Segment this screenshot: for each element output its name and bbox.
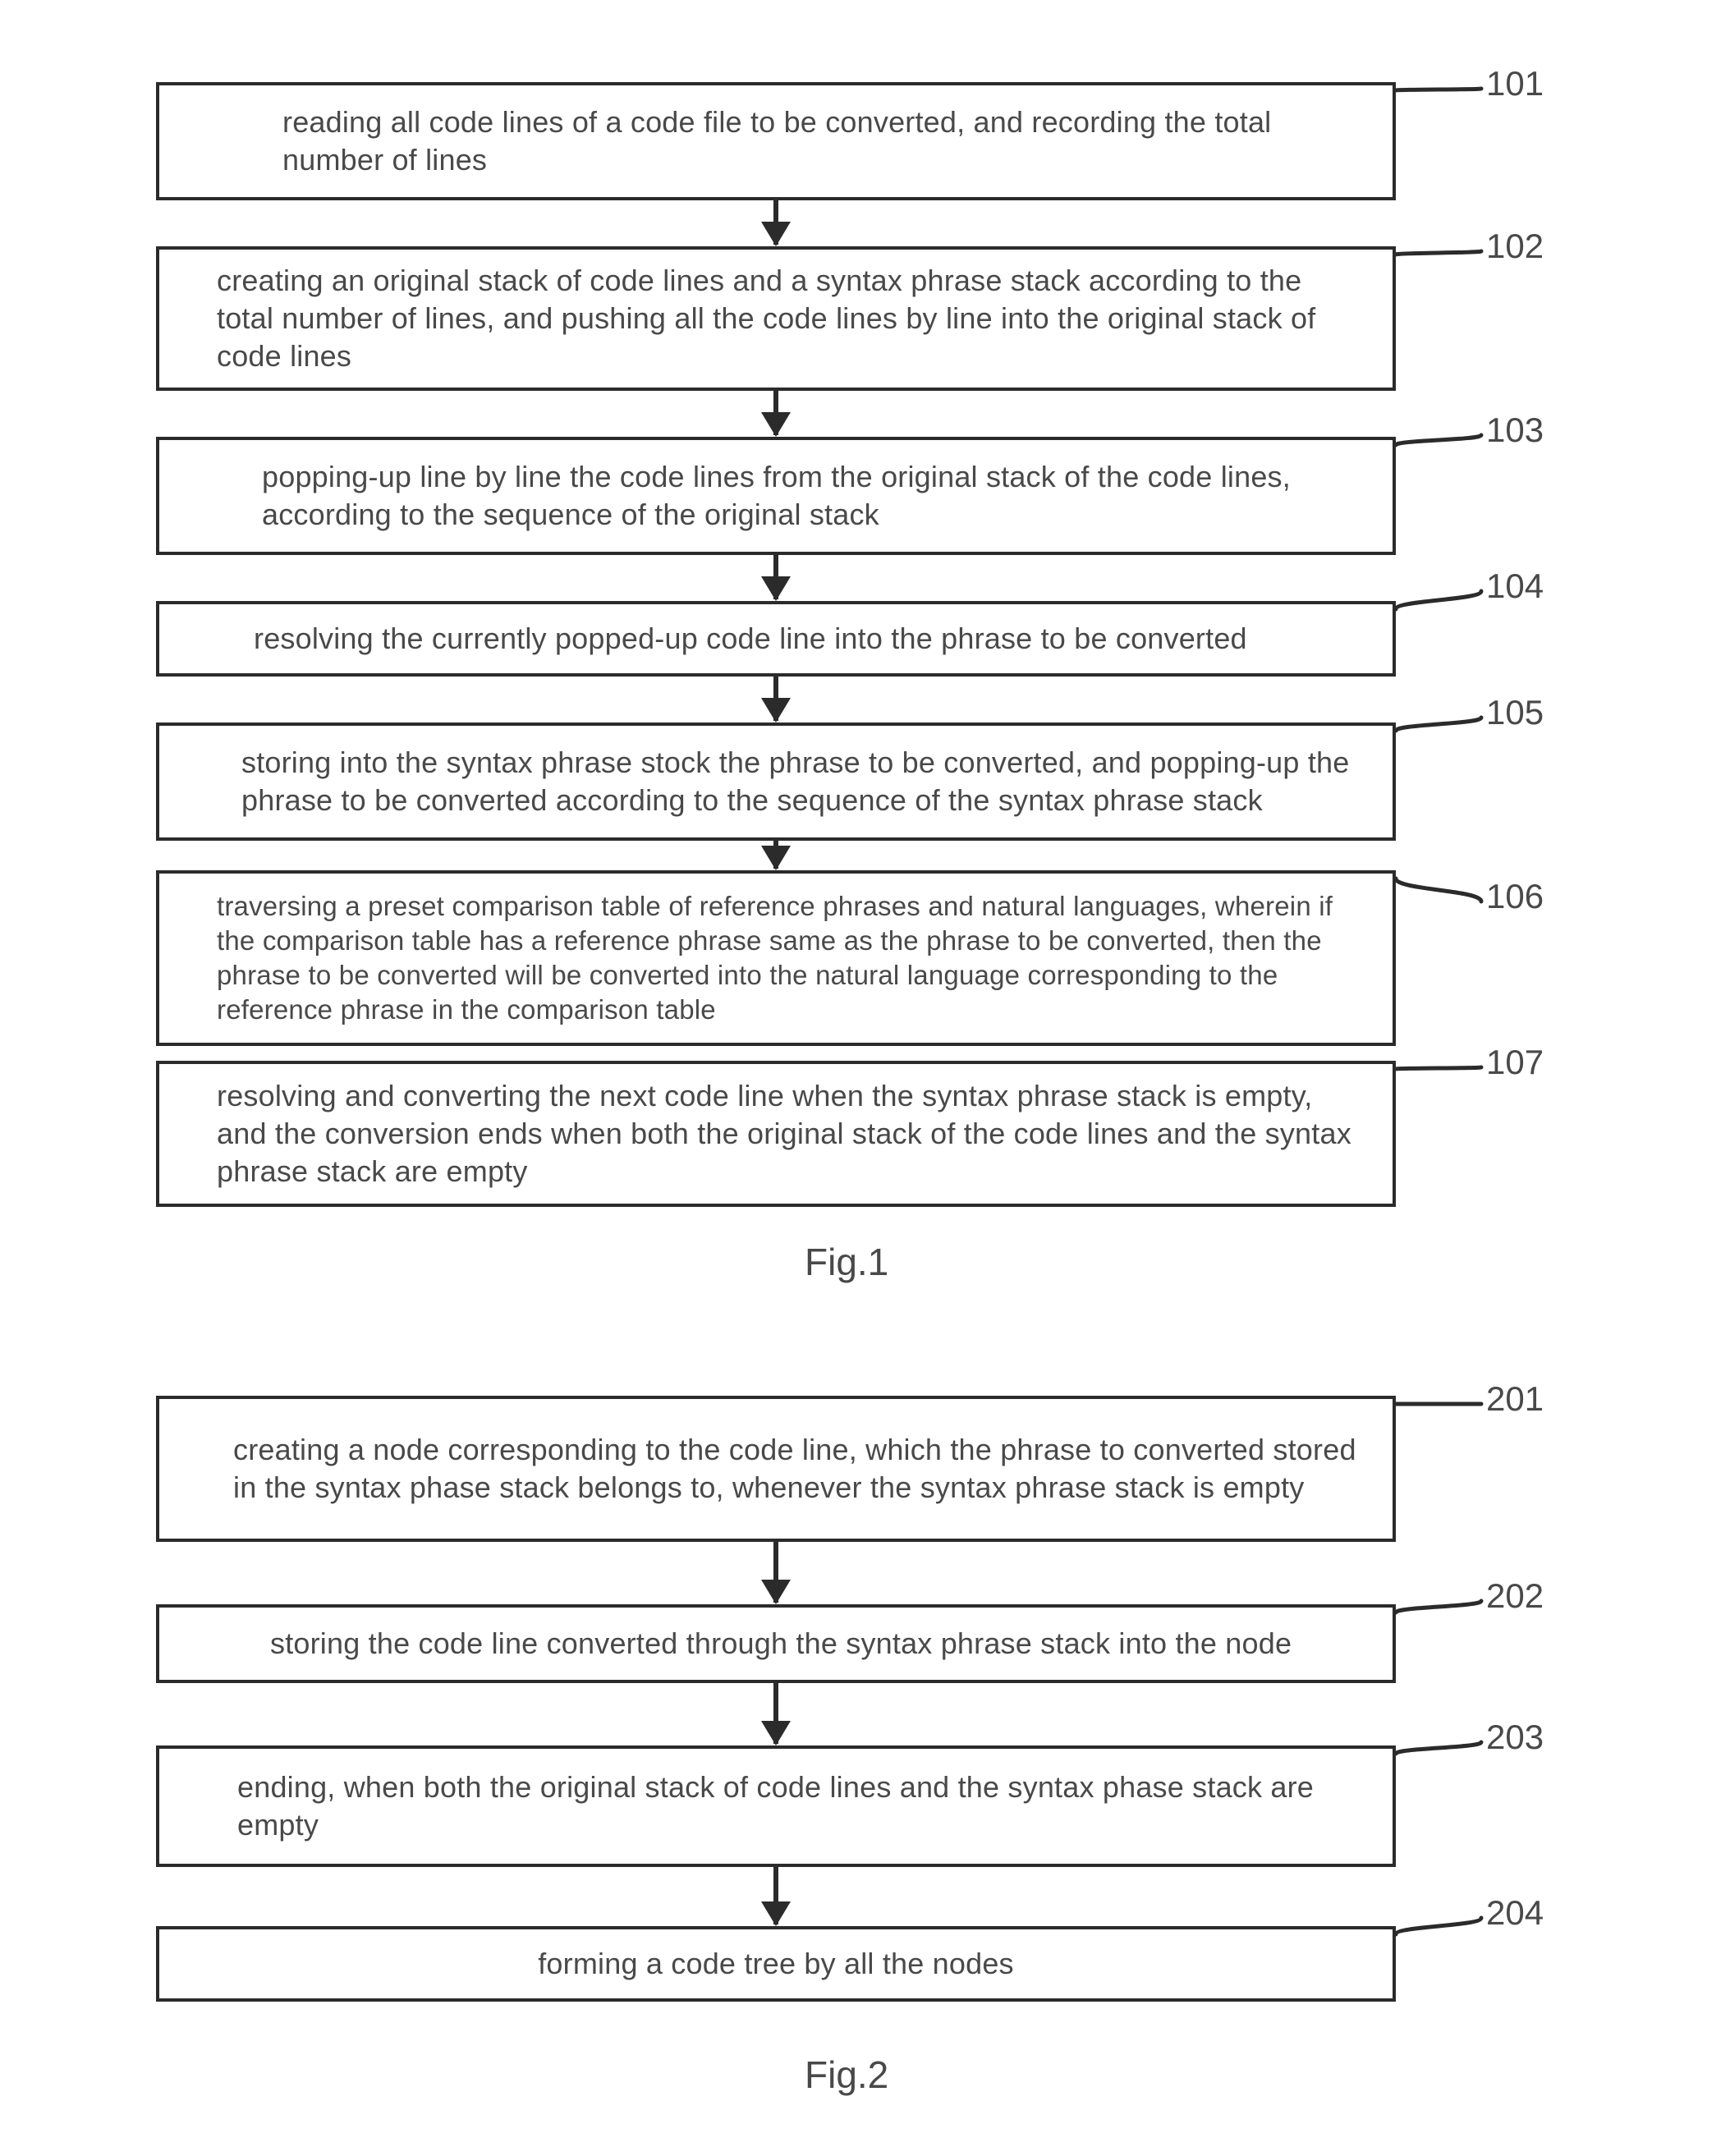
arrow-down [773, 200, 778, 245]
arrow-down [773, 677, 778, 721]
flow-step-102: creating an original stack of code lines… [156, 246, 1396, 391]
ref-label-101: 101 [1486, 64, 1544, 103]
flow-step-202: storing the code line converted through … [156, 1604, 1396, 1683]
flow-step-106: traversing a preset comparison table of … [156, 870, 1396, 1046]
flow-step-text: creating a node corresponding to the cod… [233, 1431, 1360, 1507]
figure-caption: Fig.1 [805, 1240, 888, 1284]
page: reading all code lines of a code file to… [0, 0, 1730, 2156]
ref-label-105: 105 [1486, 693, 1544, 732]
arrow-down [773, 391, 778, 435]
flow-step-204: forming a code tree by all the nodes [156, 1926, 1396, 2002]
arrow-down [773, 1542, 778, 1603]
flow-step-103: popping-up line by line the code lines f… [156, 437, 1396, 555]
ref-label-104: 104 [1486, 567, 1544, 606]
arrow-down [773, 555, 778, 599]
flow-step-text: forming a code tree by all the nodes [192, 1945, 1360, 1983]
flow-step-107: resolving and converting the next code l… [156, 1061, 1396, 1207]
ref-label-202: 202 [1486, 1576, 1544, 1616]
flow-step-text: resolving and converting the next code l… [217, 1077, 1360, 1190]
flow-step-text: storing into the syntax phrase stock the… [241, 744, 1360, 819]
ref-label-203: 203 [1486, 1718, 1544, 1757]
flow-step-104: resolving the currently popped-up code l… [156, 601, 1396, 677]
arrow-down [773, 1867, 778, 1924]
flow-step-text: creating an original stack of code lines… [217, 262, 1360, 375]
ref-label-103: 103 [1486, 411, 1544, 450]
ref-label-102: 102 [1486, 227, 1544, 266]
arrow-down [773, 1683, 778, 1744]
flow-step-201: creating a node corresponding to the cod… [156, 1396, 1396, 1542]
ref-label-204: 204 [1486, 1893, 1544, 1933]
ref-label-201: 201 [1486, 1379, 1544, 1419]
flow-step-101: reading all code lines of a code file to… [156, 82, 1396, 200]
flow-step-text: resolving the currently popped-up code l… [254, 620, 1247, 658]
flow-step-text: reading all code lines of a code file to… [282, 103, 1360, 179]
flow-step-text: traversing a preset comparison table of … [217, 889, 1360, 1028]
flow-step-text: storing the code line converted through … [270, 1625, 1292, 1663]
flow-step-text: ending, when both the original stack of … [237, 1768, 1360, 1844]
flow-step-text: popping-up line by line the code lines f… [262, 458, 1360, 534]
arrow-down [773, 841, 778, 869]
ref-label-106: 106 [1486, 877, 1544, 916]
figure-caption: Fig.2 [805, 2053, 888, 2097]
ref-label-107: 107 [1486, 1043, 1544, 1082]
flow-step-105: storing into the syntax phrase stock the… [156, 722, 1396, 841]
flow-step-203: ending, when both the original stack of … [156, 1745, 1396, 1867]
